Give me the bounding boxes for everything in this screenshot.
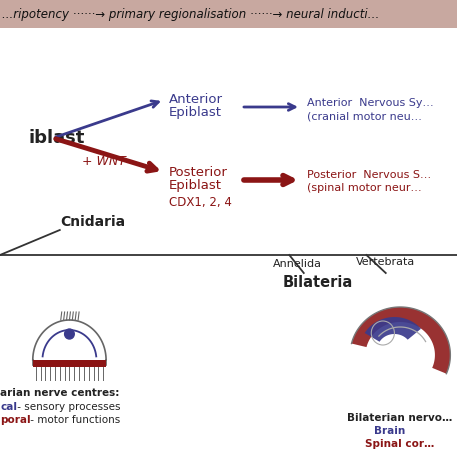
Text: Bilateria: Bilateria — [283, 275, 353, 290]
Text: (spinal motor neur…: (spinal motor neur… — [307, 183, 421, 193]
Circle shape — [64, 329, 74, 339]
Text: (cranial motor neu…: (cranial motor neu… — [307, 111, 421, 121]
Polygon shape — [365, 317, 421, 342]
Text: Bilaterian nervo…: Bilaterian nervo… — [347, 413, 452, 423]
Text: - sensory processes: - sensory processes — [13, 402, 120, 412]
Text: Annelida: Annelida — [273, 259, 321, 269]
Text: poral: poral — [0, 415, 31, 425]
Text: Cnidaria: Cnidaria — [60, 215, 125, 229]
Text: Brain: Brain — [374, 426, 405, 436]
Text: + WNT: + WNT — [82, 155, 126, 168]
Bar — [33, 360, 106, 367]
Text: Spinal cor…: Spinal cor… — [365, 439, 434, 449]
Text: Vertebrata: Vertebrata — [356, 257, 415, 267]
Text: cal: cal — [0, 402, 17, 412]
Text: Anterior  Nervous Sy…: Anterior Nervous Sy… — [307, 98, 433, 108]
Text: Posterior  Nervous S…: Posterior Nervous S… — [307, 170, 431, 180]
Text: Anterior: Anterior — [169, 93, 223, 106]
Text: - motor functions: - motor functions — [27, 415, 120, 425]
Text: iblast: iblast — [29, 129, 85, 147]
Polygon shape — [352, 307, 450, 374]
Text: Posterior: Posterior — [169, 166, 228, 179]
Text: Epiblast: Epiblast — [169, 179, 222, 192]
Bar — [0, 0, 457, 28]
Text: CDX1, 2, 4: CDX1, 2, 4 — [169, 196, 232, 209]
Text: Epiblast: Epiblast — [169, 106, 222, 119]
Text: arian nerve centres:: arian nerve centres: — [0, 388, 119, 398]
Text: ...ripotency ······→ primary regionalisation ······→ neural inducti…: ...ripotency ······→ primary regionalisa… — [2, 8, 379, 20]
